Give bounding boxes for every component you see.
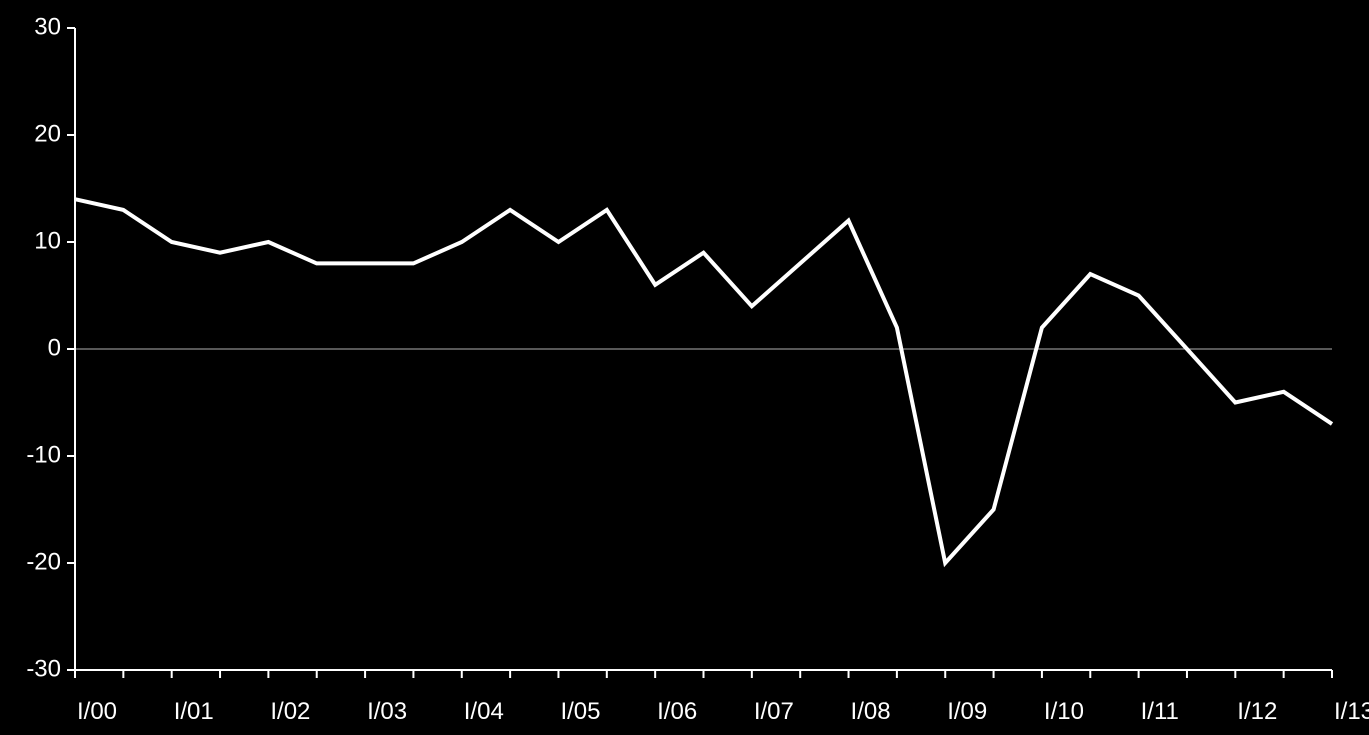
y-tick-label: -20 (26, 548, 61, 575)
y-tick-label: 0 (48, 334, 61, 361)
x-tick-label: I/07 (754, 698, 794, 725)
x-tick-label: I/10 (1044, 698, 1084, 725)
y-tick-label: -10 (26, 441, 61, 468)
x-tick-label: I/03 (367, 698, 407, 725)
x-tick-label: I/05 (560, 698, 600, 725)
x-tick-label: I/12 (1237, 698, 1277, 725)
x-tick-label: I/11 (1141, 698, 1179, 725)
y-tick-label: 20 (34, 120, 61, 147)
chart-background (0, 0, 1369, 735)
y-tick-label: -30 (26, 655, 61, 682)
x-tick-label: I/04 (464, 698, 504, 725)
y-tick-label: 10 (34, 227, 61, 254)
chart-svg: -30 -20 -10 0 10 20 30 I/00 I/01 I/02 I/03 I/04 I/05… (0, 0, 1369, 735)
x-tick-label: I/08 (851, 698, 891, 725)
x-tick-label: I/01 (174, 698, 214, 725)
x-tick-label: I/13 (1334, 698, 1369, 725)
x-tick-label: I/02 (270, 698, 310, 725)
y-tick-label: 30 (34, 13, 61, 40)
x-tick-label: I/06 (657, 698, 697, 725)
x-tick-label: I/00 (77, 698, 117, 725)
line-chart: -30 -20 -10 0 10 20 30 I/00 I/01 I/02 I/03 I/04 I/05… (0, 0, 1369, 735)
x-tick-label: I/09 (947, 698, 987, 725)
